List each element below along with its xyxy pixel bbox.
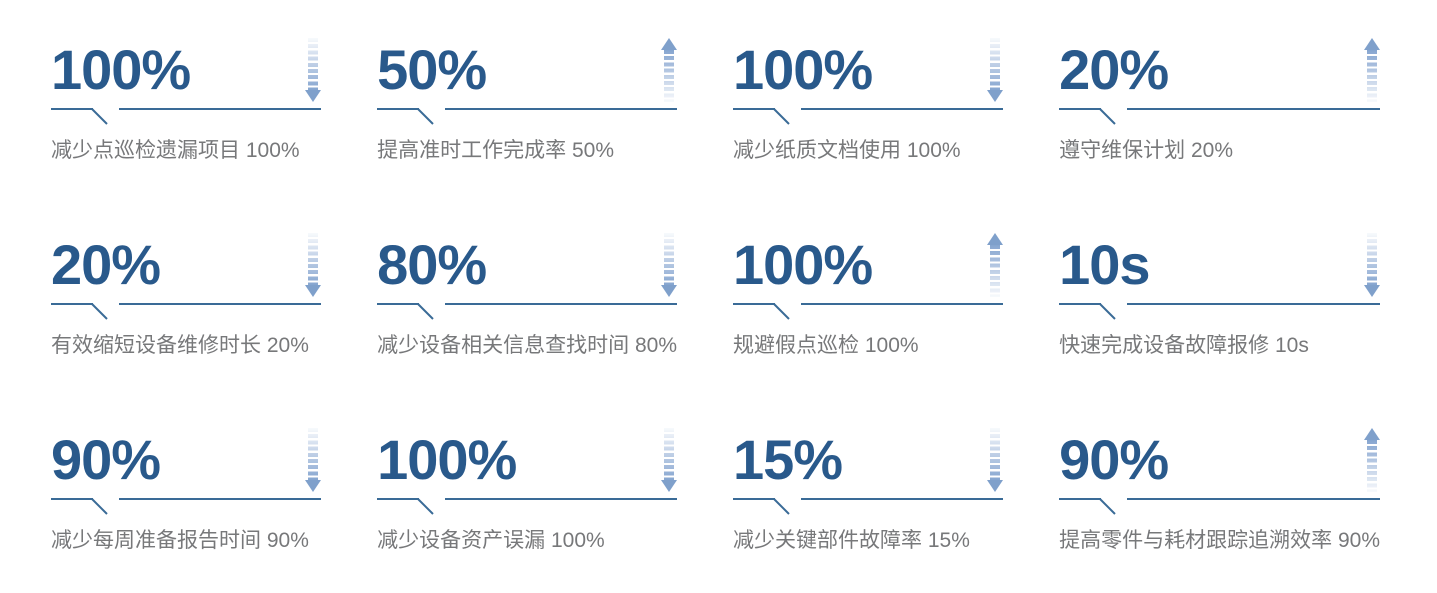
rule-line <box>119 303 322 305</box>
stat-card: 80% 减少设备相关信息查找时间 80% <box>377 225 677 388</box>
notch-line <box>733 303 790 320</box>
rule-line <box>119 108 322 110</box>
trend-down-icon <box>305 38 322 102</box>
trend-down-icon <box>305 233 322 297</box>
stat-label: 减少每周准备报告时间 90% <box>51 529 309 552</box>
underline-notch <box>733 498 1004 516</box>
stat-value: 20% <box>51 233 161 296</box>
stat-card-top: 90% <box>51 420 322 498</box>
underline-notch <box>377 108 677 126</box>
stat-value: 15% <box>733 428 843 491</box>
stat-card: 100% 规避假点巡检 100% <box>733 225 1004 388</box>
trend-down-icon <box>987 428 1004 492</box>
stat-value: 80% <box>377 233 487 296</box>
stat-value: 100% <box>733 233 873 296</box>
notch-line <box>733 108 790 125</box>
underline-notch <box>377 303 677 321</box>
stat-value: 50% <box>377 38 487 101</box>
underline-notch <box>733 303 1004 321</box>
stat-card-top: 100% <box>51 30 322 108</box>
stat-card-top: 100% <box>733 225 1004 303</box>
stat-card: 90% 减少每周准备报告时间 90% <box>51 420 322 583</box>
trend-up-icon <box>1364 38 1380 102</box>
underline-notch <box>1059 498 1380 516</box>
rule-line <box>445 108 677 110</box>
stat-value: 90% <box>51 428 161 491</box>
underline-notch <box>733 108 1004 126</box>
rule-line <box>1127 303 1380 305</box>
stat-card: 100% 减少设备资产误漏 100% <box>377 420 677 583</box>
trend-down-icon <box>1364 233 1380 297</box>
stat-card-top: 100% <box>377 420 677 498</box>
rule-line <box>801 498 1004 500</box>
stat-label: 减少关键部件故障率 15% <box>733 529 970 552</box>
stat-value: 100% <box>733 38 873 101</box>
notch-line <box>51 108 108 125</box>
stat-label: 减少设备资产误漏 100% <box>377 529 605 552</box>
stat-card: 20% 有效缩短设备维修时长 20% <box>51 225 322 388</box>
stat-card-top: 100% <box>733 30 1004 108</box>
notch-line <box>1059 498 1116 515</box>
stat-card: 15% 减少关键部件故障率 15% <box>733 420 1004 583</box>
notch-line <box>51 303 108 320</box>
notch-line <box>733 498 790 515</box>
stat-card-top: 80% <box>377 225 677 303</box>
rule-line <box>1127 498 1380 500</box>
stat-value: 90% <box>1059 428 1169 491</box>
rule-line <box>801 303 1004 305</box>
stat-label: 提高准时工作完成率 50% <box>377 139 614 162</box>
trend-up-icon <box>987 233 1004 297</box>
stat-card: 100% 减少点巡检遗漏项目 100% <box>51 30 322 193</box>
stat-card-top: 50% <box>377 30 677 108</box>
rule-line <box>445 303 677 305</box>
rule-line <box>801 108 1004 110</box>
stat-label: 快速完成设备故障报修 10s <box>1059 334 1309 357</box>
stat-label: 减少设备相关信息查找时间 80% <box>377 334 677 357</box>
underline-notch <box>51 108 322 126</box>
stat-label: 遵守维保计划 20% <box>1059 139 1233 162</box>
underline-notch <box>1059 108 1380 126</box>
stat-value: 100% <box>377 428 517 491</box>
rule-line <box>119 498 322 500</box>
stat-card: 100% 减少纸质文档使用 100% <box>733 30 1004 193</box>
rule-line <box>445 498 677 500</box>
stat-card: 50% 提高准时工作完成率 50% <box>377 30 677 193</box>
notch-line <box>377 108 434 125</box>
stat-label: 减少纸质文档使用 100% <box>733 139 961 162</box>
underline-notch <box>1059 303 1380 321</box>
stat-label: 规避假点巡检 100% <box>733 334 919 357</box>
rule-line <box>1127 108 1380 110</box>
stat-value: 10s <box>1059 233 1150 296</box>
stat-label: 提高零件与耗材跟踪追溯效率 90% <box>1059 529 1380 552</box>
underline-notch <box>51 303 322 321</box>
stat-card-top: 15% <box>733 420 1004 498</box>
stat-card-top: 10s <box>1059 225 1380 303</box>
trend-up-icon <box>1364 428 1380 492</box>
stat-value: 20% <box>1059 38 1169 101</box>
trend-down-icon <box>661 428 677 492</box>
notch-line <box>1059 303 1116 320</box>
notch-line <box>51 498 108 515</box>
trend-down-icon <box>987 38 1004 102</box>
stat-card-top: 20% <box>1059 30 1380 108</box>
trend-up-icon <box>661 38 677 102</box>
stat-card-top: 20% <box>51 225 322 303</box>
notch-line <box>377 498 434 515</box>
underline-notch <box>51 498 322 516</box>
stat-card: 10s 快速完成设备故障报修 10s <box>1059 225 1380 388</box>
stat-card: 90% 提高零件与耗材跟踪追溯效率 90% <box>1059 420 1380 583</box>
underline-notch <box>377 498 677 516</box>
stat-card: 20% 遵守维保计划 20% <box>1059 30 1380 193</box>
notch-line <box>377 303 434 320</box>
notch-line <box>1059 108 1116 125</box>
stat-label: 减少点巡检遗漏项目 100% <box>51 139 300 162</box>
stat-label: 有效缩短设备维修时长 20% <box>51 334 309 357</box>
trend-down-icon <box>305 428 322 492</box>
trend-down-icon <box>661 233 677 297</box>
stat-card-top: 90% <box>1059 420 1380 498</box>
stat-value: 100% <box>51 38 191 101</box>
